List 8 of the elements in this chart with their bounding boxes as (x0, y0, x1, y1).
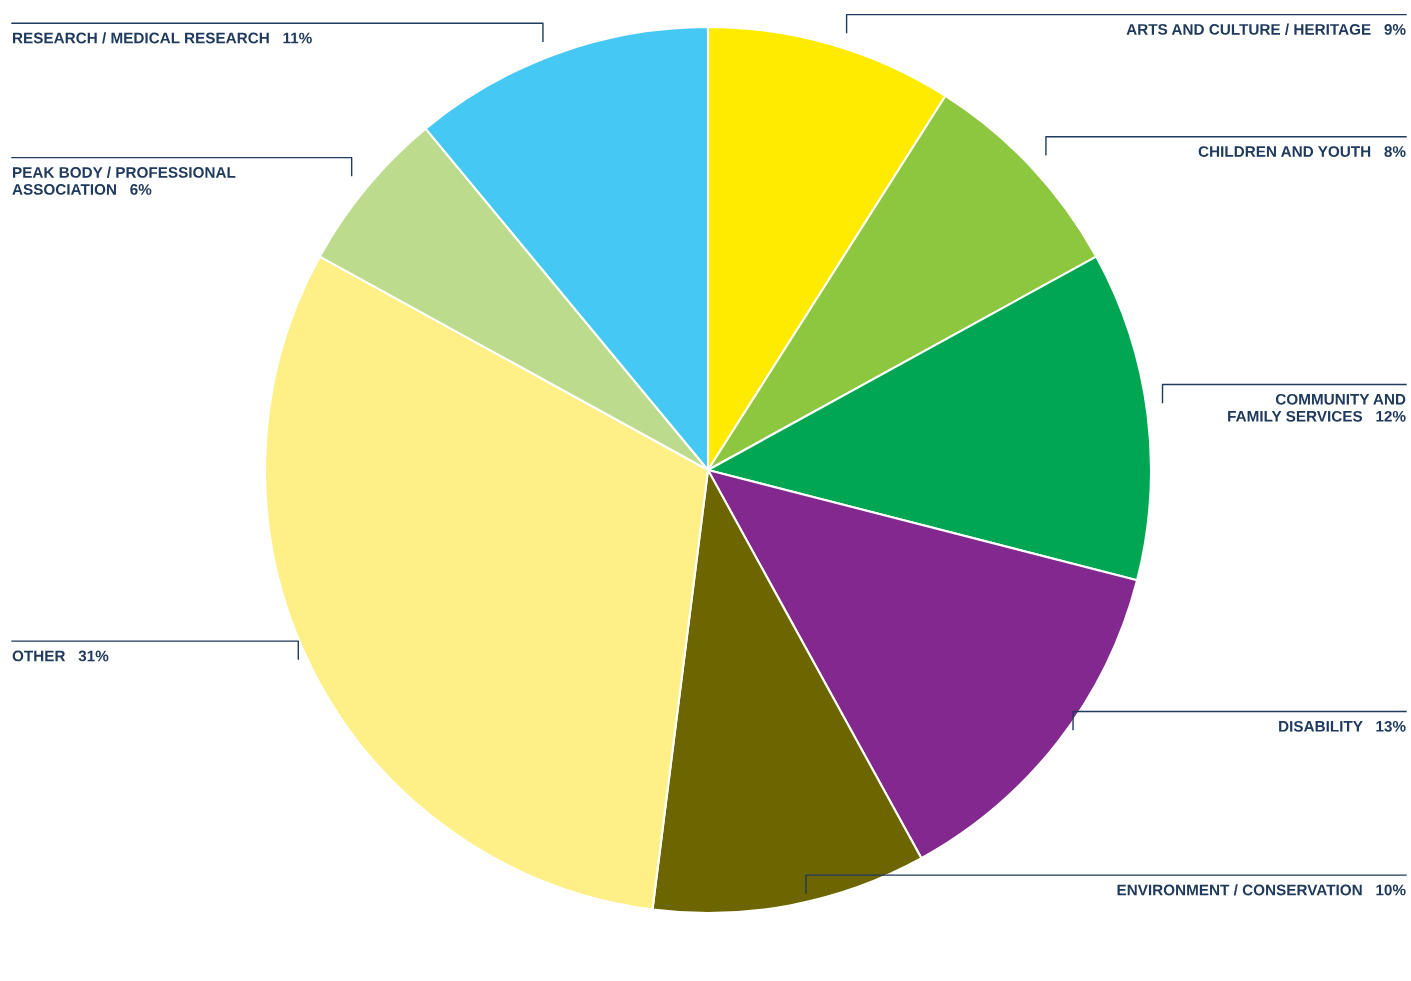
slice-label: ENVIRONMENT / CONSERVATION 10% (1117, 884, 1406, 896)
slice-label: COMMUNITY AND FAMILY SERVICES 12% (1228, 393, 1406, 422)
slice-label: DISABILITY 13% (1279, 720, 1406, 732)
slice-label: PEAK BODY / PROFESSIONAL ASSOCIATION 6% (12, 166, 236, 195)
slice-label: RESEARCH / MEDICAL RESEARCH 11% (13, 32, 312, 44)
slice-label: ARTS AND CULTURE / HERITAGE 9% (1126, 23, 1406, 35)
slice-label: OTHER 31% (12, 650, 109, 662)
slice-label: CHILDREN AND YOUTH 8% (1198, 146, 1406, 157)
